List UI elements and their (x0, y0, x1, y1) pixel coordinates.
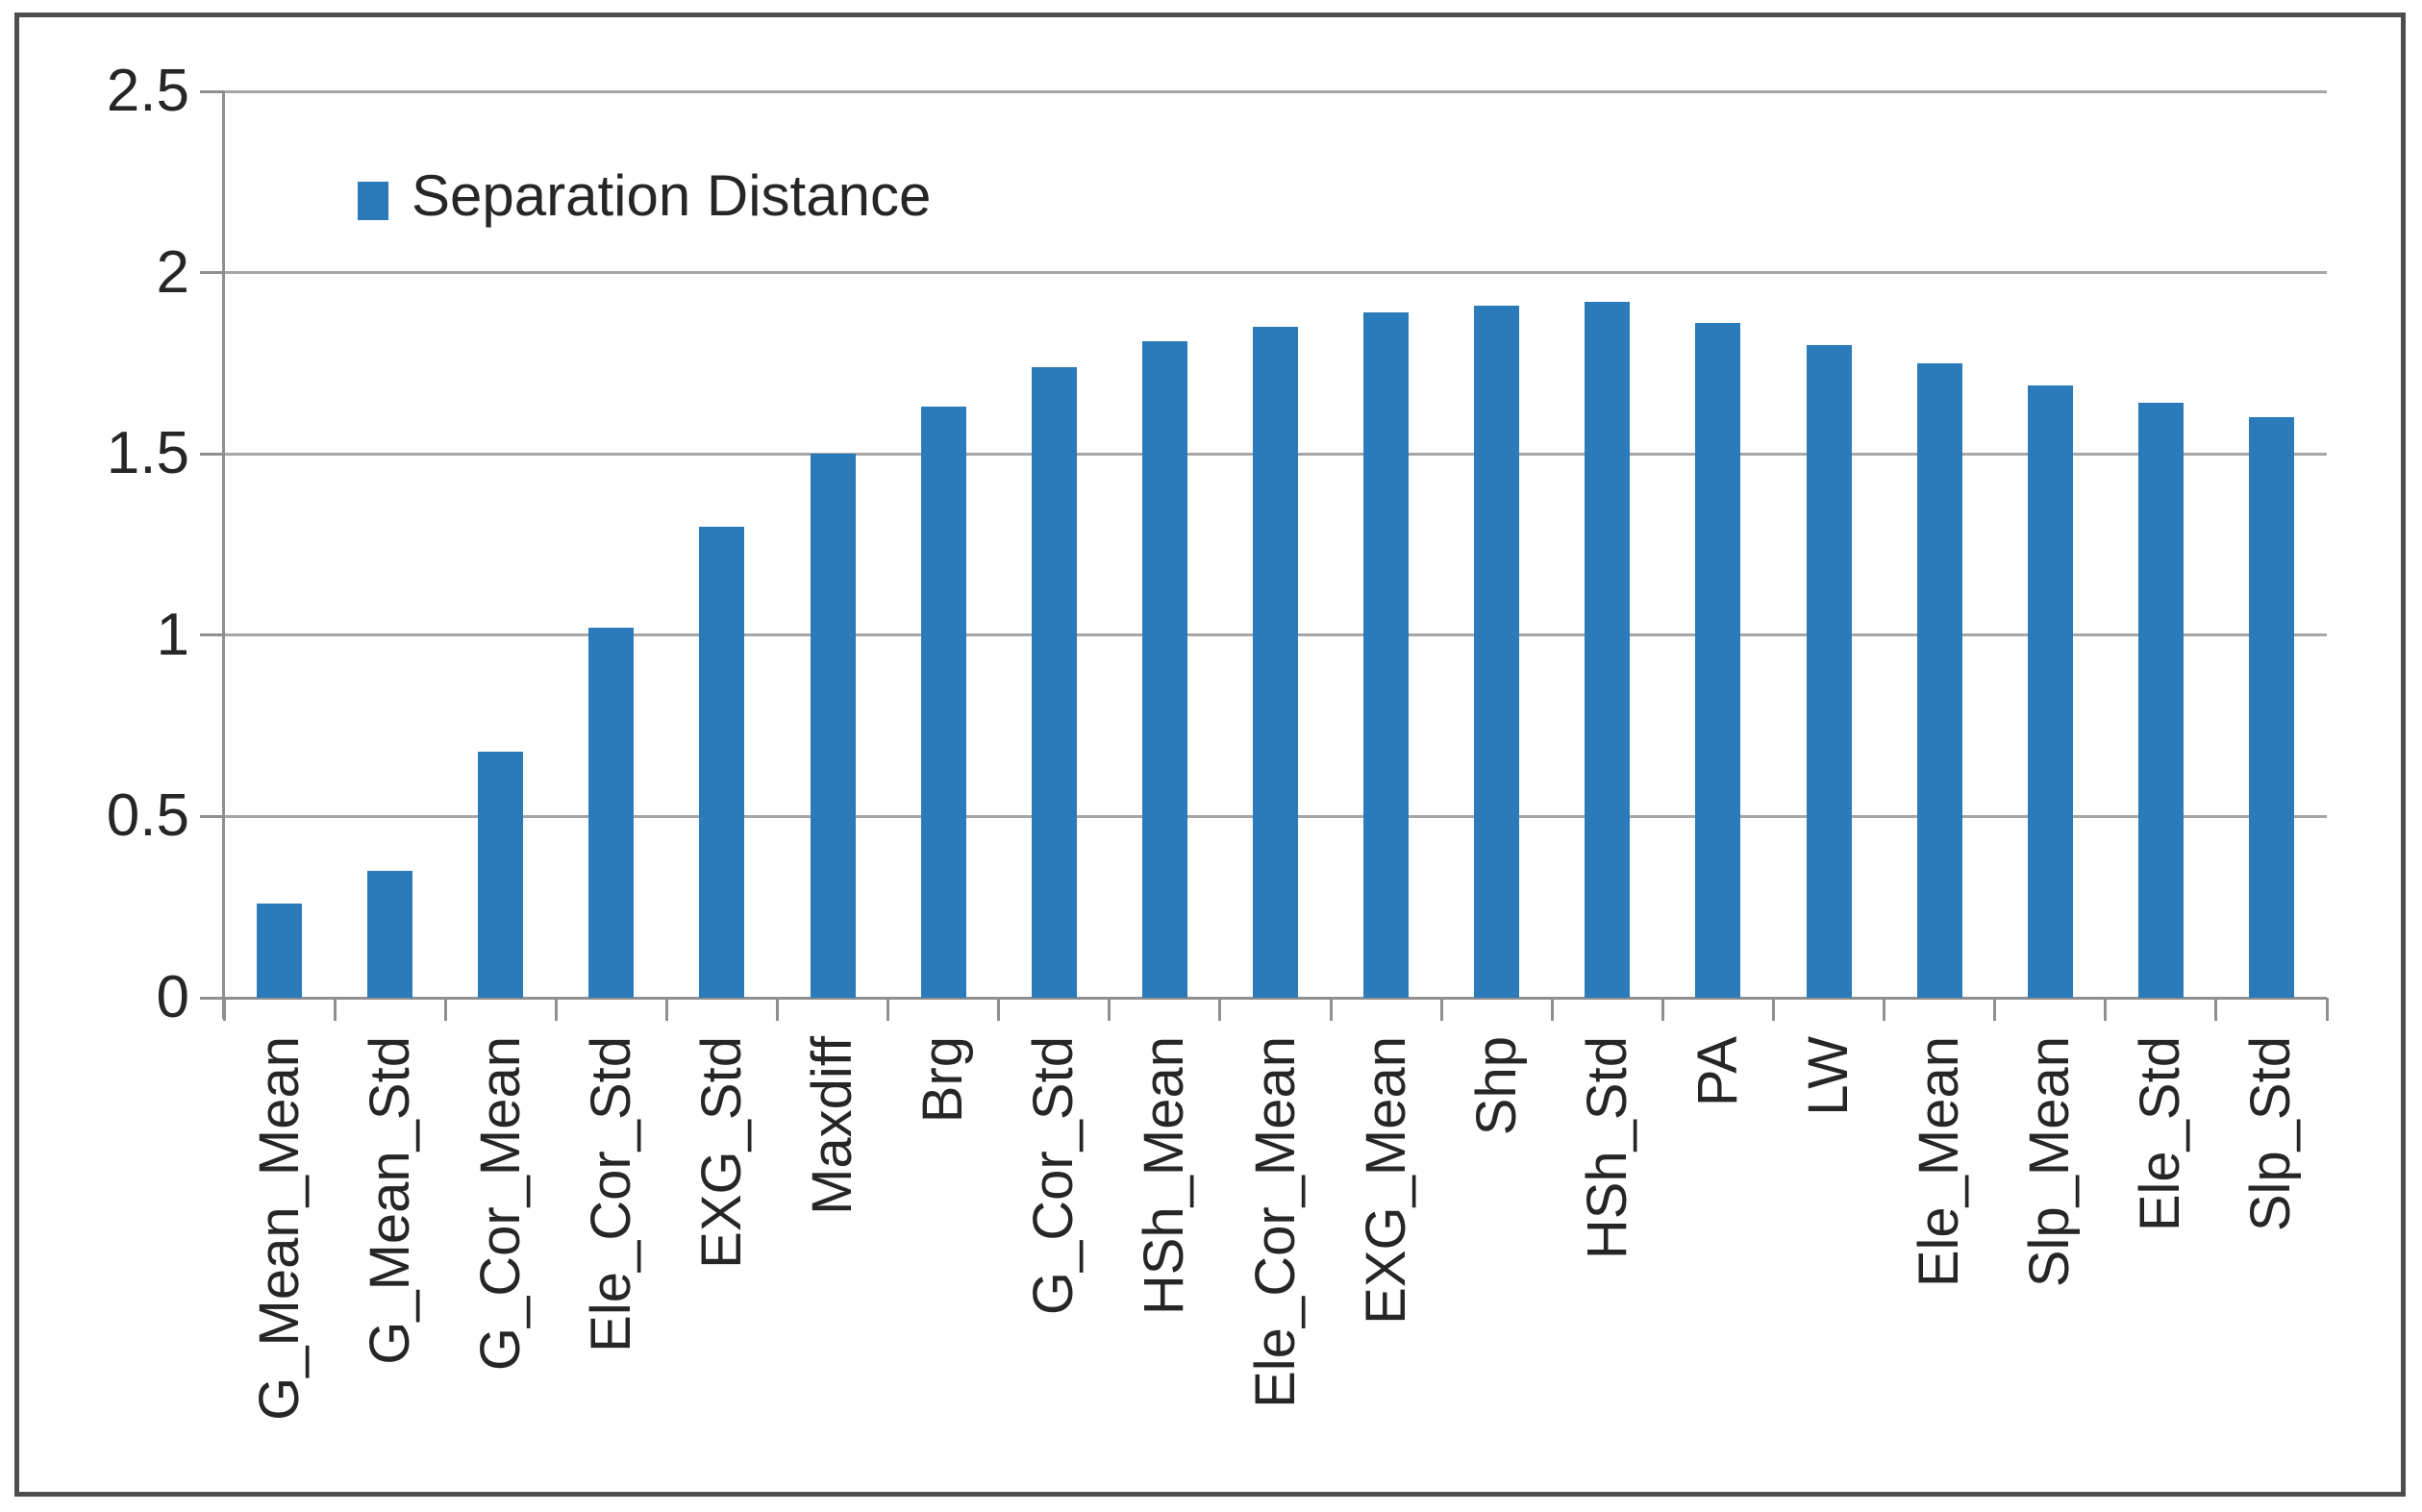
legend-series-label: Separation Distance (412, 163, 932, 228)
bar (367, 870, 413, 998)
x-axis-category-label: G_Mean_Std (358, 1036, 421, 1365)
x-axis-tick (997, 998, 1001, 1021)
gridline (224, 271, 2327, 275)
x-axis-category-label: Ele_Cor_Std (579, 1036, 642, 1352)
legend-color-swatch (358, 182, 388, 220)
x-axis-tick (664, 998, 668, 1021)
y-axis-tick-label: 0 (156, 964, 189, 1030)
x-axis-category-label: Ele_Mean (1908, 1036, 1971, 1288)
x-axis-category-label: Brg (911, 1036, 975, 1124)
x-axis-tick (222, 998, 226, 1021)
x-axis-tick (1660, 998, 1664, 1021)
x-axis-category-label: Shp (1464, 1036, 1528, 1136)
bar (588, 628, 635, 998)
x-axis-category-label: EXG_Mean (1354, 1036, 1417, 1325)
x-axis-category-label: HSh_Std (1575, 1036, 1638, 1260)
x-axis-category-label: PA (1685, 1036, 1749, 1107)
bar (2248, 417, 2294, 998)
x-axis-tick (1771, 998, 1775, 1021)
x-axis-tick (2214, 998, 2218, 1021)
x-axis-tick (2104, 998, 2108, 1021)
x-axis-tick (333, 998, 337, 1021)
y-axis-tick-label: 1.5 (106, 420, 189, 487)
x-axis-tick (1218, 998, 1222, 1021)
bar (2137, 403, 2184, 998)
x-axis-category-label: HSh_Mean (1133, 1036, 1196, 1316)
x-axis-category-label: Ele_Cor_Mean (1243, 1036, 1307, 1408)
x-axis-category-label: G_Cor_Std (1022, 1036, 1086, 1316)
bar (699, 526, 745, 998)
bar (257, 903, 303, 998)
bar (920, 407, 966, 998)
bar (1695, 323, 1741, 998)
bar (2027, 384, 2073, 998)
legend: Separation Distance (358, 165, 931, 227)
y-axis-tick (200, 633, 224, 637)
gridline (224, 89, 2327, 93)
x-axis-category-label: Ele_Std (2129, 1036, 2192, 1232)
y-axis-tick (200, 452, 224, 456)
x-axis-category-label: G_Cor_Mean (468, 1036, 532, 1372)
bar (1141, 341, 1187, 998)
y-axis-tick (200, 271, 224, 275)
x-axis-tick (1329, 998, 1333, 1021)
y-axis-tick-label: 2 (156, 238, 189, 306)
bar (1806, 345, 1852, 998)
x-axis-tick (1883, 998, 1886, 1021)
bar (1363, 312, 1410, 998)
x-axis-category-label: Maxdiff (801, 1036, 864, 1215)
x-axis-tick (1993, 998, 1997, 1021)
x-axis-category-label: LW (1797, 1036, 1860, 1116)
x-axis-tick (554, 998, 558, 1021)
chart-outer-frame (14, 12, 2406, 1497)
x-axis-line (224, 996, 2327, 1000)
x-axis-tick (1550, 998, 1554, 1021)
bar (1474, 305, 1520, 998)
x-axis-tick (443, 998, 447, 1021)
y-axis-line (222, 91, 225, 1019)
x-axis-category-label: G_Mean_Mean (247, 1036, 311, 1421)
y-axis-tick (200, 996, 224, 1000)
x-axis-tick (776, 998, 780, 1021)
x-axis-tick (1439, 998, 1443, 1021)
bar (1253, 327, 1298, 998)
y-axis-tick-label: 1 (156, 601, 189, 668)
y-axis-tick-label: 0.5 (106, 782, 189, 850)
x-axis-category-label: Slp_Mean (2018, 1036, 2082, 1288)
x-axis-category-label: Slp_Std (2239, 1036, 2303, 1232)
y-axis-tick (200, 814, 224, 818)
bar (1031, 366, 1077, 998)
x-axis-tick (1108, 998, 1111, 1021)
x-axis-tick (2325, 998, 2329, 1021)
x-axis-category-label: EXG_Std (689, 1036, 753, 1269)
y-axis-tick (200, 89, 224, 93)
bar (1585, 301, 1631, 998)
bar (478, 751, 524, 998)
y-axis-tick-label: 2.5 (106, 58, 189, 124)
bar (1916, 362, 1962, 998)
x-axis-tick (886, 998, 890, 1021)
bar (810, 454, 856, 998)
